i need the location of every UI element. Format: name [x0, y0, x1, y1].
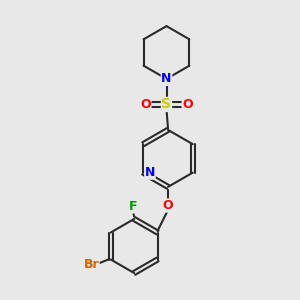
Text: O: O: [140, 98, 151, 111]
Text: Br: Br: [83, 258, 99, 272]
Text: N: N: [145, 166, 155, 179]
Text: O: O: [182, 98, 193, 111]
Text: S: S: [161, 98, 172, 111]
Text: O: O: [163, 199, 173, 212]
Text: F: F: [129, 200, 137, 213]
Text: N: N: [161, 72, 172, 86]
